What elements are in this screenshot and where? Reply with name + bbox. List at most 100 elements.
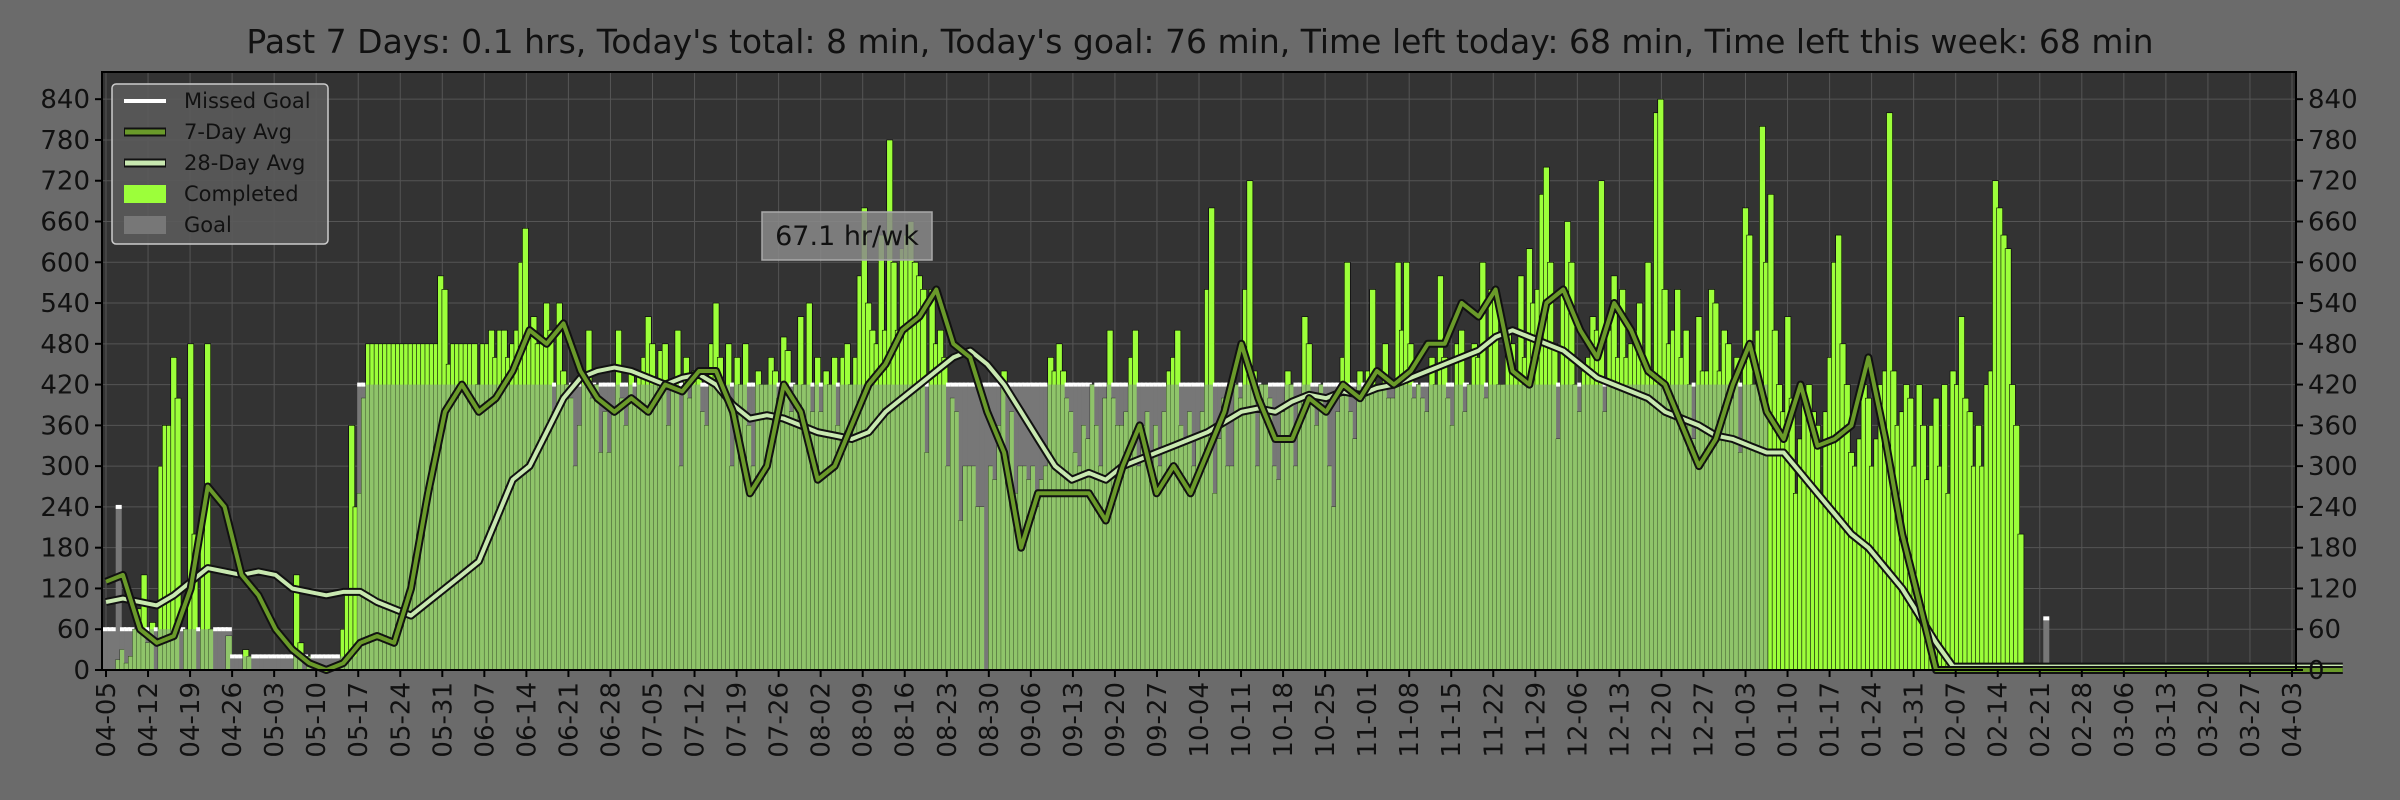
goal-bar — [179, 629, 186, 670]
x-tick-label: 05-24 — [386, 682, 416, 758]
goal-completed-overlap — [1378, 384, 1385, 670]
missed-goal-mark — [1484, 382, 1491, 387]
missed-goal-mark — [1238, 382, 1245, 387]
goal-completed-overlap — [1424, 411, 1431, 670]
goal-completed-overlap — [742, 384, 749, 670]
goal-completed-overlap — [446, 384, 453, 670]
y-tick-label-left: 420 — [40, 371, 90, 401]
goal-completed-overlap — [759, 384, 766, 670]
missed-goal-mark — [1018, 382, 1025, 387]
missed-goal-mark — [679, 382, 686, 387]
goal-completed-overlap — [653, 384, 660, 670]
y-tick-label-right: 360 — [2308, 411, 2358, 441]
goal-completed-overlap — [1272, 466, 1279, 670]
missed-goal-mark — [268, 654, 275, 659]
goal-completed-overlap — [412, 384, 419, 670]
goal-completed-overlap — [1077, 466, 1084, 670]
goal-completed-overlap — [374, 384, 381, 670]
goal-completed-overlap — [458, 384, 465, 670]
x-tick-label: 11-29 — [1521, 682, 1551, 758]
goal-completed-overlap — [937, 384, 944, 670]
goal-completed-overlap — [187, 629, 194, 670]
goal-completed-overlap — [1695, 384, 1702, 670]
y-tick-label-left: 360 — [40, 411, 90, 441]
goal-completed-overlap — [569, 398, 576, 670]
y-tick-label-left: 840 — [40, 85, 90, 115]
y-tick-label-right: 480 — [2308, 330, 2358, 360]
missed-goal-mark — [361, 382, 368, 387]
goal-bar — [285, 656, 292, 670]
goal-completed-overlap — [1183, 438, 1190, 670]
goal-completed-overlap — [1098, 466, 1105, 670]
goal-completed-overlap — [1327, 466, 1334, 670]
x-tick-label: 09-06 — [1017, 682, 1047, 758]
goal-completed-overlap — [1157, 466, 1164, 670]
goal-bar — [234, 656, 241, 670]
missed-goal-mark — [230, 654, 237, 659]
goal-bar — [153, 629, 160, 670]
x-tick-label: 09-13 — [1059, 682, 1089, 758]
goal-completed-overlap — [1242, 384, 1249, 670]
missed-goal-mark — [1162, 382, 1169, 387]
x-tick-label: 01-03 — [1732, 682, 1762, 758]
goal-completed-overlap — [1200, 411, 1207, 670]
missed-goal-mark — [1297, 382, 1304, 387]
missed-goal-mark — [1115, 382, 1122, 387]
y-tick-label-left: 600 — [40, 248, 90, 278]
goal-completed-overlap — [1763, 384, 1770, 670]
goal-completed-overlap — [835, 425, 842, 670]
goal-completed-overlap — [776, 398, 783, 670]
goal-completed-overlap — [204, 629, 211, 670]
goal-completed-overlap — [1306, 384, 1313, 670]
y-tick-label-right: 720 — [2308, 167, 2358, 197]
missed-goal-mark — [1445, 382, 1452, 387]
goal-completed-overlap — [585, 384, 592, 670]
x-tick-label: 08-23 — [933, 682, 963, 758]
missed-goal-mark — [1094, 382, 1101, 387]
goal-completed-overlap — [1750, 384, 1757, 670]
x-tick-label: 02-28 — [2068, 682, 2098, 758]
goal-completed-overlap — [1725, 384, 1732, 670]
goal-completed-overlap — [861, 384, 868, 670]
missed-goal-mark — [611, 382, 618, 387]
goal-completed-overlap — [810, 411, 817, 670]
goal-completed-overlap — [183, 629, 190, 670]
goal-bar — [196, 629, 203, 670]
bars — [102, 98, 2296, 671]
goal-completed-overlap — [1284, 384, 1291, 670]
goal-completed-overlap — [1051, 384, 1058, 670]
goal-completed-overlap — [509, 384, 516, 670]
goal-completed-overlap — [208, 629, 215, 670]
goal-completed-overlap — [166, 629, 173, 670]
missed-goal-mark — [1276, 382, 1283, 387]
goal-completed-overlap — [780, 384, 787, 670]
goal-completed-overlap — [1068, 411, 1075, 670]
goal-completed-overlap — [1369, 384, 1376, 670]
goal-completed-overlap — [1577, 411, 1584, 670]
legend-label: Missed Goal — [184, 89, 311, 113]
legend-label: Completed — [184, 182, 299, 206]
goal-completed-overlap — [615, 384, 622, 670]
goal-completed-overlap — [1657, 384, 1664, 670]
annotation-box — [761, 211, 933, 261]
goal-completed-overlap — [560, 384, 567, 670]
goal-completed-overlap — [484, 384, 491, 670]
missed-goal-mark — [1255, 382, 1262, 387]
missed-goal-mark — [810, 382, 817, 387]
goal-completed-overlap — [1085, 438, 1092, 670]
missed-goal-mark — [272, 654, 279, 659]
completed-bar — [2017, 533, 2025, 671]
missed-goal-mark — [259, 654, 266, 659]
goal-completed-overlap — [573, 466, 580, 670]
missed-goal-mark — [357, 382, 364, 387]
goal-completed-overlap — [611, 411, 618, 670]
goal-completed-overlap — [1437, 384, 1444, 670]
goal-completed-overlap — [687, 398, 694, 670]
goal-completed-overlap — [1501, 384, 1508, 670]
goal-completed-overlap — [513, 384, 520, 670]
goal-completed-overlap — [1162, 411, 1169, 670]
goal-completed-overlap — [386, 384, 393, 670]
goal-completed-overlap — [1018, 466, 1025, 670]
goal-completed-overlap — [628, 384, 635, 670]
goal-completed-overlap — [1073, 452, 1080, 670]
